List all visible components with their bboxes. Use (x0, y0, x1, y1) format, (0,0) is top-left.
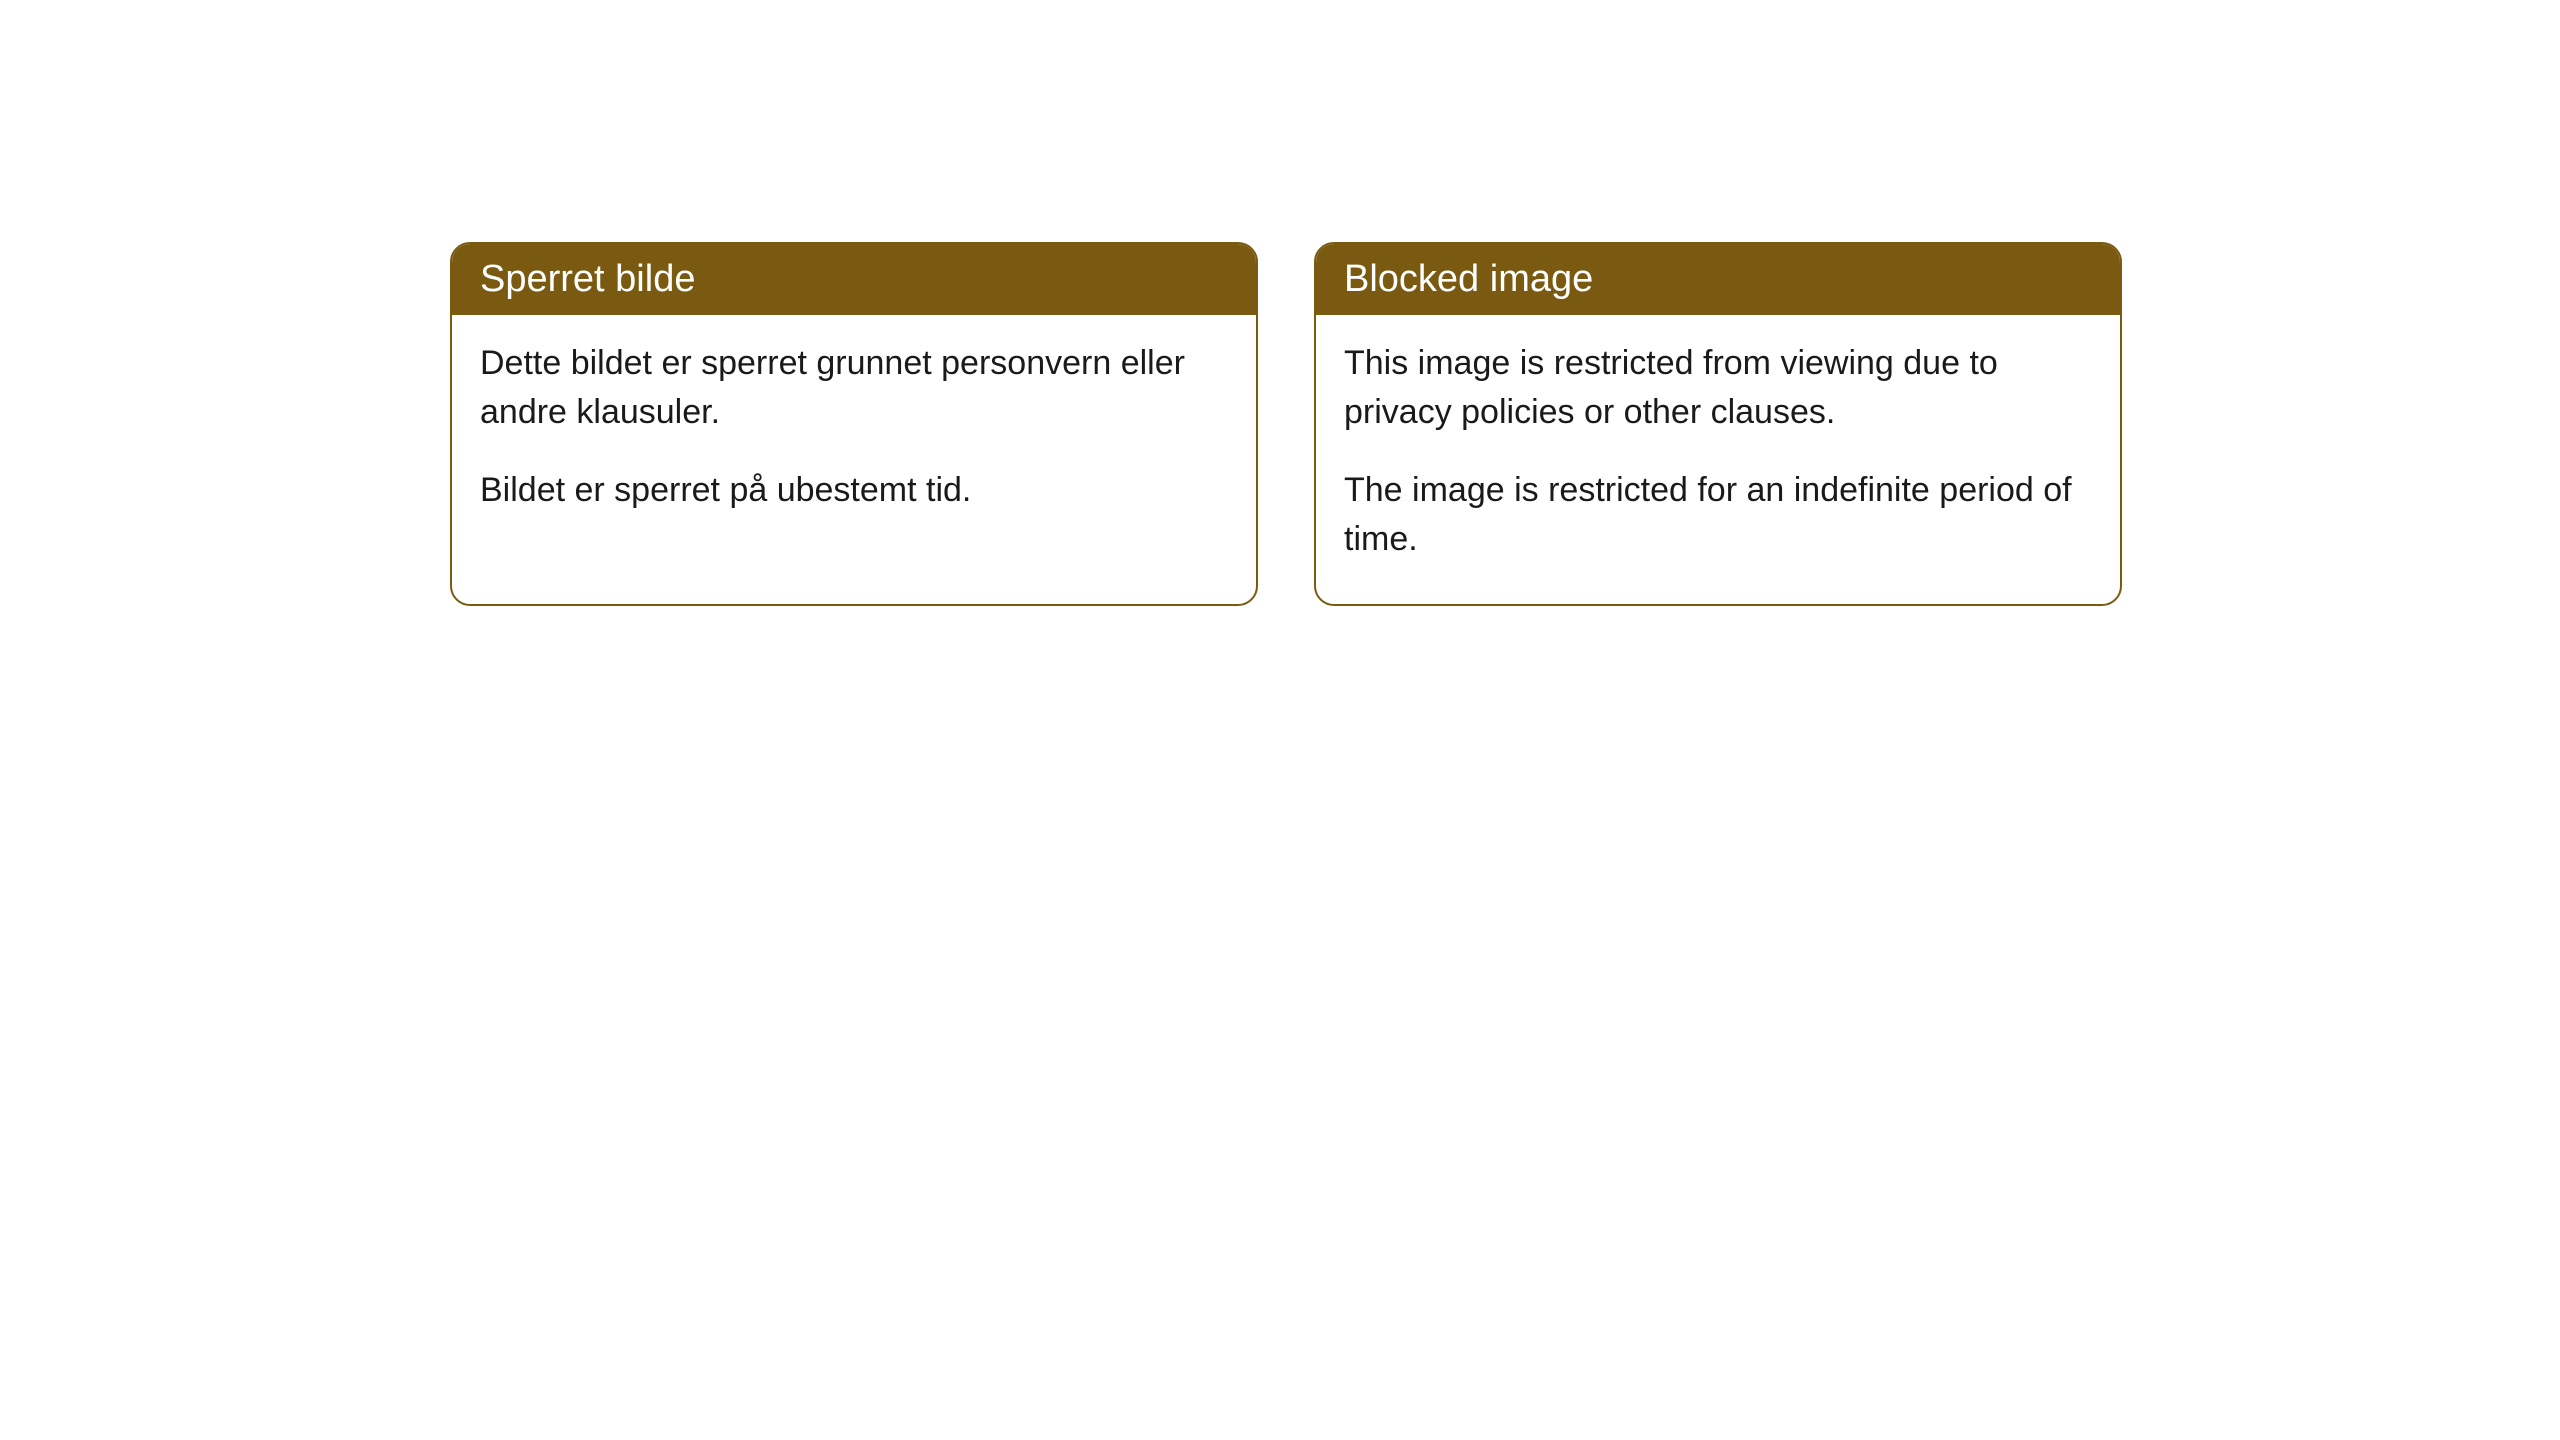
card-paragraph-2: Bildet er sperret på ubestemt tid. (480, 466, 1228, 515)
card-header-english: Blocked image (1316, 244, 2120, 315)
card-paragraph-1: This image is restricted from viewing du… (1344, 339, 2092, 438)
card-english: Blocked image This image is restricted f… (1314, 242, 2122, 606)
card-paragraph-2: The image is restricted for an indefinit… (1344, 466, 2092, 565)
card-body-norwegian: Dette bildet er sperret grunnet personve… (452, 315, 1256, 555)
card-header-norwegian: Sperret bilde (452, 244, 1256, 315)
card-norwegian: Sperret bilde Dette bildet er sperret gr… (450, 242, 1258, 606)
card-body-english: This image is restricted from viewing du… (1316, 315, 2120, 604)
cards-container: Sperret bilde Dette bildet er sperret gr… (450, 242, 2122, 606)
card-paragraph-1: Dette bildet er sperret grunnet personve… (480, 339, 1228, 438)
